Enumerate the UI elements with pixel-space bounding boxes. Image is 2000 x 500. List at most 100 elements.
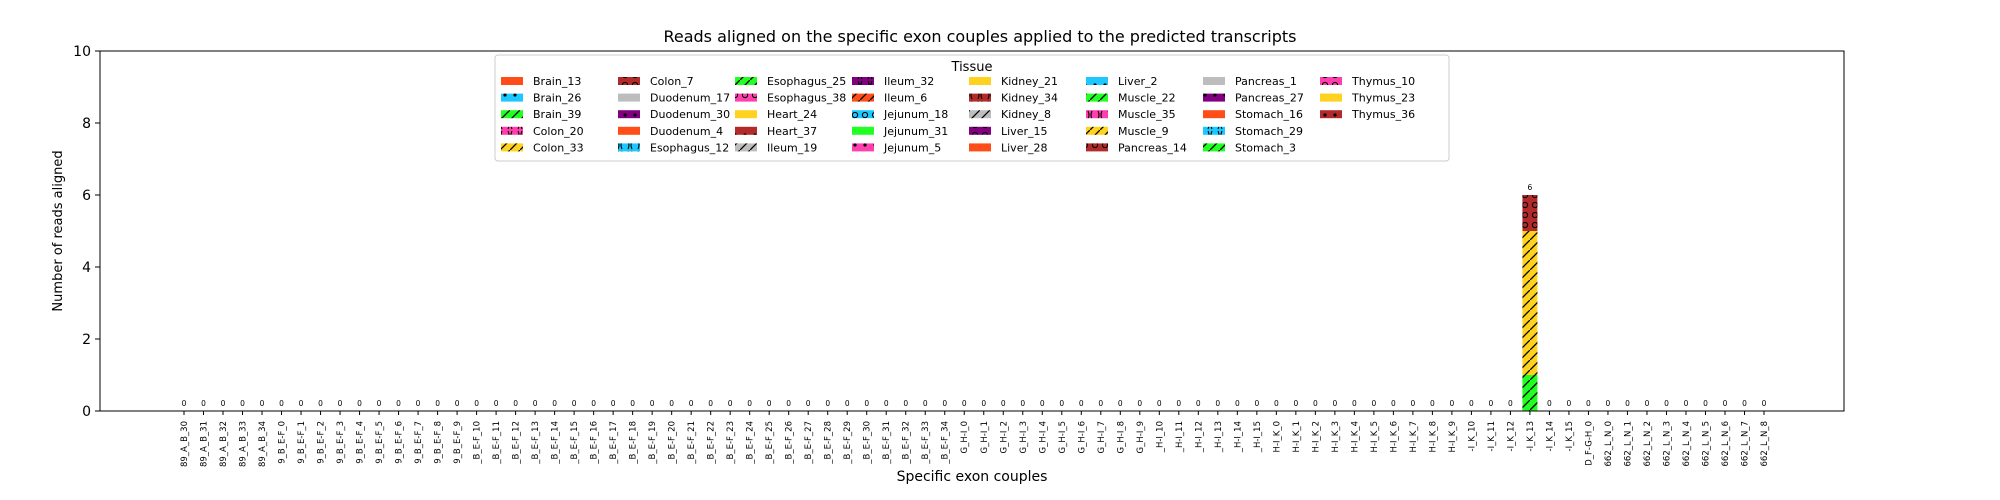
x-tick-label: _B_E-F_33 [921,421,931,465]
x-tick-label: _H-I_12 [1194,421,1204,453]
x-tick-label: _B_E-F_19 [648,421,658,465]
x-tick-label: 662_L_N_0 [1604,421,1614,466]
plot-frame [99,50,1845,412]
x-tick-label: G_H-I_9 [1136,421,1146,453]
legend-entry-label: Liver_15 [1001,125,1047,138]
x-tick-label: 662_L_N_2 [1643,421,1653,466]
bar-total-label: 0 [494,399,499,408]
bar-total-label: 0 [221,399,226,408]
legend-swatch [735,143,757,152]
bar-segment [1522,375,1538,411]
bar-total-label: 0 [572,399,577,408]
bar-total-label: 0 [1742,399,1747,408]
legend-entry-label: Duodenum_17 [650,92,730,105]
legend-entry-label: Kidney_21 [1001,75,1058,88]
legend-entry-label: Jejunum_31 [883,125,948,138]
x-tick-label: _H-I_15 [1253,421,1263,453]
bar-total-label: 0 [728,399,733,408]
legend-swatch [735,93,757,102]
legend-swatch [735,126,757,135]
legend-swatch [852,93,874,102]
legend-entry-label: Pancreas_1 [1235,75,1297,88]
bar-total-label: 0 [474,399,479,408]
legend-entry-label: Kidney_8 [1001,108,1051,121]
x-tick-label: 89_A_B_32 [219,421,229,467]
x-tick-label: 89_A_B_31 [200,421,210,467]
x-tick-label: _B_E-F_14 [551,421,561,465]
bar-total-label: 0 [1450,399,1455,408]
bar-total-label: 0 [1703,399,1708,408]
x-tick-label: H-I_K_7 [1409,421,1419,452]
x-tick-label: _B_E-F_15 [570,421,580,465]
y-tick-label: 10 [73,44,91,60]
legend-entry-label: Duodenum_30 [650,108,730,121]
x-tick-label: 662_L_N_6 [1721,421,1731,466]
bar-total-label: 0 [1410,399,1415,408]
bar-total-label: 0 [357,399,362,408]
legend-entry-label: Ileum_19 [767,141,817,154]
x-tick-label: _B_E-F_16 [590,421,600,465]
legend-swatch [1086,93,1108,102]
bar-total-label: 0 [689,399,694,408]
bar-total-label: 0 [1274,399,1279,408]
bar-total-label: 0 [1352,399,1357,408]
bar-total-label: 0 [552,399,557,408]
x-tick-label: _B_E-F_32 [902,421,912,465]
y-tick-label: 8 [82,116,91,132]
legend-swatch [618,77,640,85]
x-tick-label: _H-I_14 [1233,421,1243,453]
bar-total-label: 0 [806,399,811,408]
bar-total-label: 0 [786,399,791,408]
legend-entry-label: Duodenum_4 [650,125,723,138]
bar-total-label: 0 [318,399,323,408]
bar-total-label: 0 [1469,399,1474,408]
x-tick-label: 662_L_N_4 [1682,421,1692,466]
bar-total-label: 0 [1293,399,1298,408]
x-tick-label: 9_B_E-F_9 [453,421,463,464]
x-tick-label: 89_A_B_33 [239,421,249,467]
bar-total-label: 0 [1567,399,1572,408]
x-tick-label: G_H-I_0 [960,421,970,453]
x-axis-label: Specific exon couples [897,469,1048,485]
bar-total-label: 0 [923,399,928,408]
bar-total-label: 0 [260,399,265,408]
legend-swatch [1320,110,1342,119]
y-axis-label: Number of reads aligned [51,150,66,311]
bar-total-label: 0 [1254,399,1259,408]
bar-total-label: 0 [377,399,382,408]
x-tick-label: 9_B_E-F_8 [434,421,444,464]
legend-entry-label: Colon_7 [650,75,694,88]
x-tick-label: _B_E-F_12 [512,421,522,465]
legend-entry-label: Ileum_32 [884,75,934,88]
legend-swatch [618,110,640,119]
x-tick-label: G_H-I_8 [1116,421,1126,453]
legend-swatch [969,93,991,102]
x-tick-label: _B_E-F_22 [707,421,717,465]
bar-total-label: 0 [299,399,304,408]
legend-swatch [501,77,523,85]
x-tick-label: G_H-I_1 [980,421,990,453]
bar-total-label: 0 [1176,399,1181,408]
bar-total-label: 0 [1645,399,1650,408]
legend-entry-label: Thymus_10 [1351,75,1415,88]
x-tick-label: 662_L_N_7 [1740,421,1750,466]
x-tick-label: 89_A_B_30 [180,421,190,467]
bar-total-label: 0 [611,399,616,408]
plot-area: 0 2 4 6 8 10 89_A_B_30 0 89_A_B_31 0 89_A_B_32 0 89_… [73,44,1770,467]
bar-total-label: 0 [1664,399,1669,408]
legend-entry-label: Esophagus_12 [650,141,729,154]
legend-swatch [1203,110,1225,119]
bar-total-label: 0 [1547,399,1552,408]
x-tick-label: -I_K_10 [1467,421,1477,451]
legend-entry-label: Muscle_35 [1118,108,1176,121]
chart-title: Reads aligned on the specific exon coupl… [663,27,1296,46]
x-tick-label: _B_E-F_13 [531,421,541,465]
legend-swatch [1320,93,1342,102]
bar-total-label: 0 [396,399,401,408]
legend-entry-label: Colon_33 [533,141,584,154]
x-tick-label: 662_L_N_5 [1701,421,1711,466]
x-tick-label: _B_E-F_29 [843,421,853,465]
x-tick-label: H-I_K_4 [1350,421,1360,452]
x-tick-label: _B_E-F_26 [785,421,795,465]
bar-total-label: 0 [1059,399,1064,408]
